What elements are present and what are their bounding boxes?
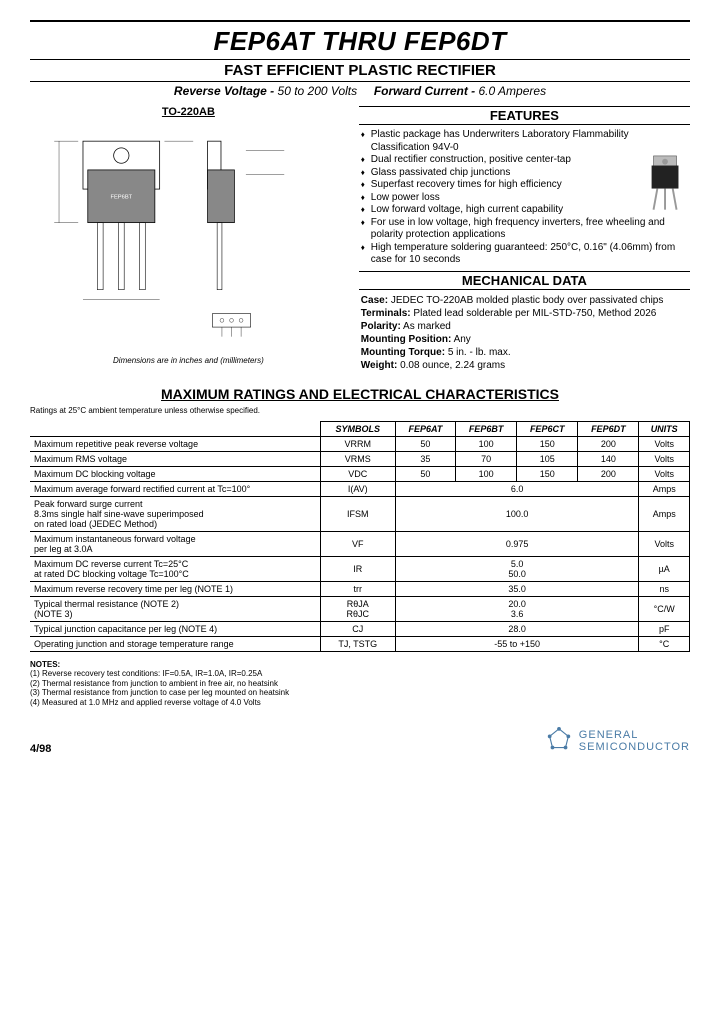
features-list: Plastic package has Underwriters Laborat… xyxy=(359,125,690,271)
svg-text:FEP6BT: FEP6BT xyxy=(110,195,132,201)
table-row: Maximum DC reverse current Tc=25°C at ra… xyxy=(30,556,690,581)
feature-item: Superfast recovery times for high effici… xyxy=(361,179,688,192)
notes: NOTES: (1) Reverse recovery test conditi… xyxy=(30,660,690,708)
date: 4/98 xyxy=(30,743,51,755)
mech-data: Case: JEDEC TO-220AB molded plastic body… xyxy=(359,290,690,376)
subtitle: FAST EFFICIENT PLASTIC RECTIFIER xyxy=(30,59,690,82)
ratings-note: Ratings at 25°C ambient temperature unle… xyxy=(30,406,690,415)
feature-item: High temperature soldering guaranteed: 2… xyxy=(361,242,688,267)
package-drawing: FEP6BT xyxy=(30,122,347,352)
page-title: FEP6AT THRU FEP6DT xyxy=(30,26,690,57)
table-row: Maximum RMS voltageVRMS3570105140Volts xyxy=(30,451,690,466)
table-row: Operating junction and storage temperatu… xyxy=(30,636,690,651)
feature-item: Dual rectifier construction, positive ce… xyxy=(361,154,688,167)
feature-item: For use in low voltage, high frequency i… xyxy=(361,217,688,242)
feature-item: Glass passivated chip junctions xyxy=(361,167,688,180)
ratings-heading: MAXIMUM RATINGS AND ELECTRICAL CHARACTER… xyxy=(30,386,690,402)
component-photo xyxy=(642,154,690,210)
company-logo: GENERAL SEMICONDUCTOR xyxy=(545,727,690,755)
features-heading: FEATURES xyxy=(359,106,690,125)
feature-item: Low power loss xyxy=(361,192,688,205)
table-row: Peak forward surge current 8.3ms single … xyxy=(30,496,690,531)
dimension-note: Dimensions are in inches and (millimeter… xyxy=(30,356,347,365)
table-row: Maximum instantaneous forward voltage pe… xyxy=(30,531,690,556)
ratings-table: SYMBOLS FEP6AT FEP6BT FEP6CT FEP6DT UNIT… xyxy=(30,421,690,652)
table-row: Typical junction capacitance per leg (NO… xyxy=(30,621,690,636)
spec-line: Reverse Voltage - 50 to 200 Volts Forwar… xyxy=(30,82,690,100)
table-row: Maximum repetitive peak reverse voltageV… xyxy=(30,436,690,451)
table-row: Maximum reverse recovery time per leg (N… xyxy=(30,581,690,596)
package-label: TO-220AB xyxy=(30,106,347,118)
feature-item: Plastic package has Underwriters Laborat… xyxy=(361,129,688,154)
table-row: Maximum average forward rectified curren… xyxy=(30,481,690,496)
mech-data-heading: MECHANICAL DATA xyxy=(359,271,690,290)
table-row: Maximum DC blocking voltageVDC5010015020… xyxy=(30,466,690,481)
table-row: Typical thermal resistance (NOTE 2) (NOT… xyxy=(30,596,690,621)
feature-item: Low forward voltage, high current capabi… xyxy=(361,204,688,217)
